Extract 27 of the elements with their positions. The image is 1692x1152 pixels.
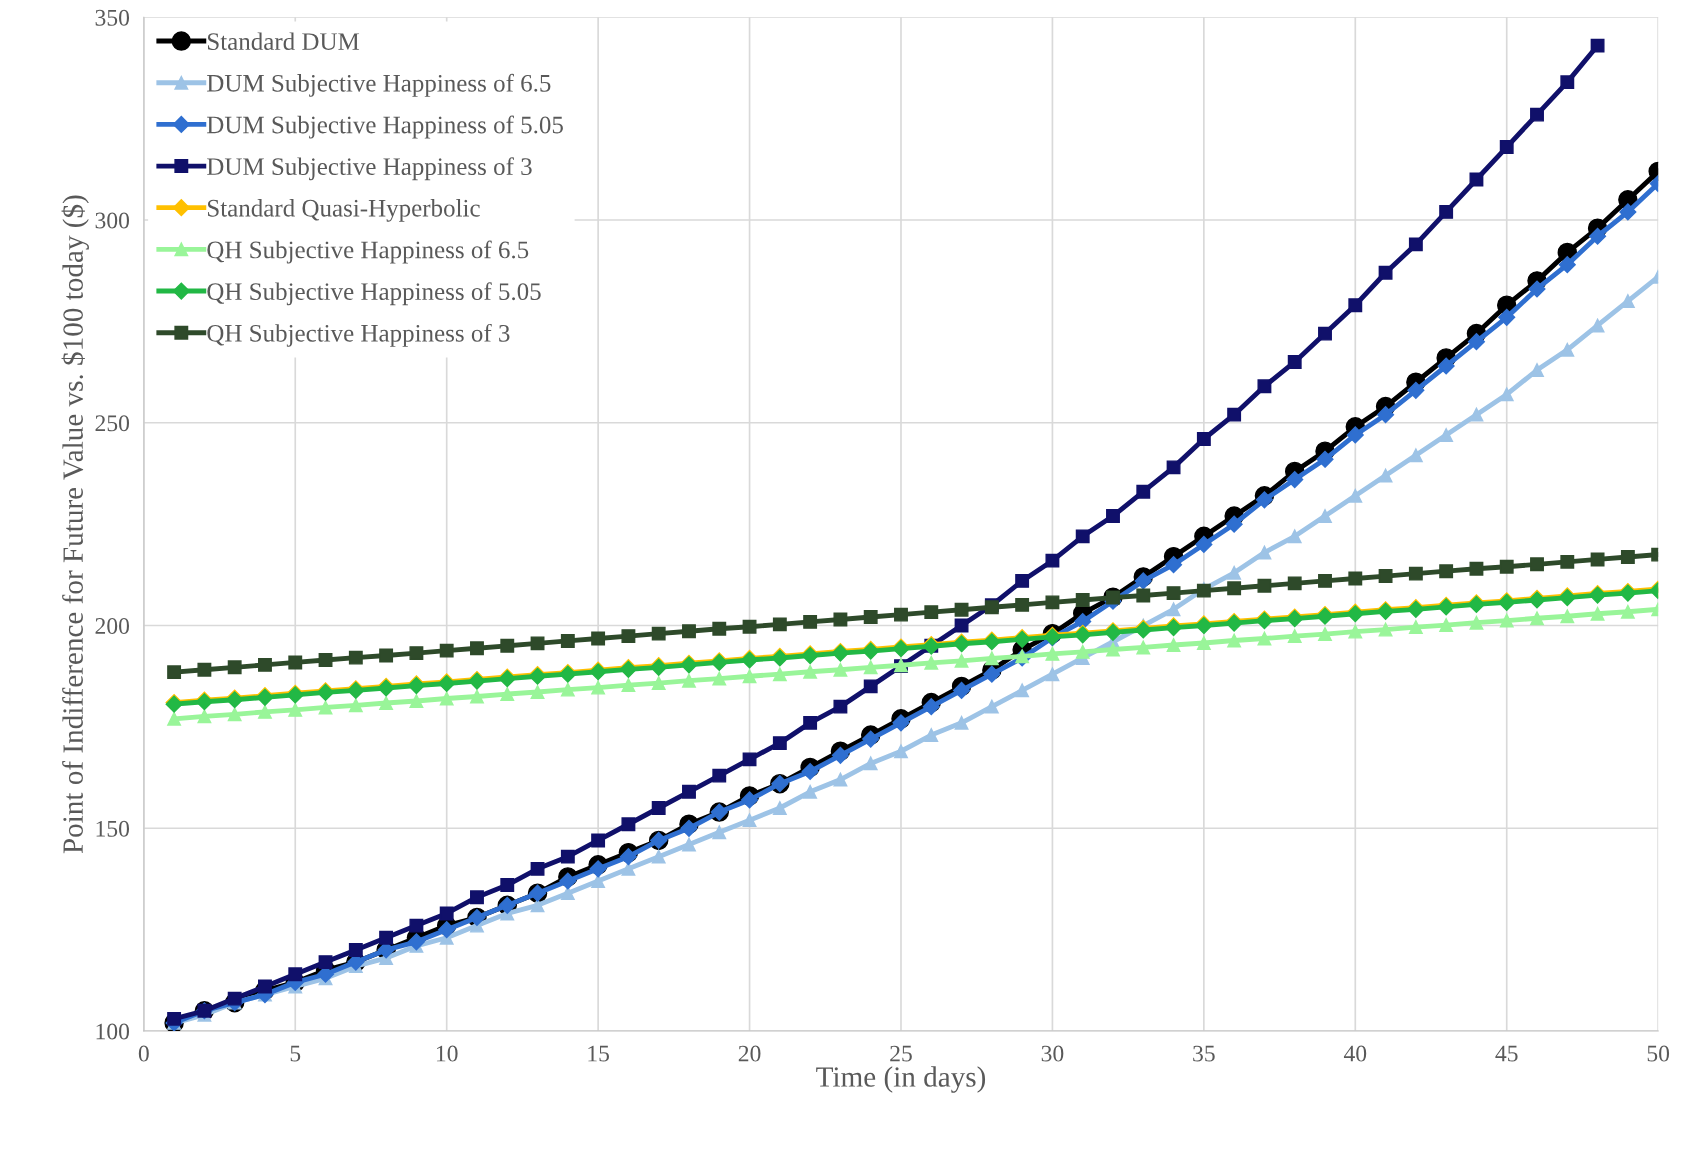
y-axis-title: Point of Indifference for Future Value vs. $100 today ($) bbox=[61, 195, 89, 854]
legend-label: QH Subjective Happiness of 6.5 bbox=[207, 240, 529, 264]
y-tick-label: 200 bbox=[95, 618, 130, 634]
x-tick-label: 25 bbox=[890, 1045, 912, 1062]
legend-label: QH Subjective Happiness of 3 bbox=[207, 323, 510, 347]
x-tick-label: 35 bbox=[1193, 1045, 1215, 1062]
x-tick-label: 10 bbox=[436, 1045, 458, 1062]
x-tick-label: 45 bbox=[1495, 1045, 1518, 1062]
x-tick-label: 15 bbox=[588, 1045, 610, 1062]
x-tick-label: 40 bbox=[1343, 1045, 1367, 1062]
legend-label: DUM Subjective Happiness of 3 bbox=[207, 157, 532, 181]
legend-label: QH Subjective Happiness of 5.05 bbox=[207, 282, 541, 306]
x-tick-label: 0 bbox=[138, 1045, 149, 1062]
legend-label: DUM Subjective Happiness of 6.5 bbox=[207, 73, 551, 97]
x-axis-title: Time (in days) bbox=[816, 1066, 986, 1093]
y-tick-label: 100 bbox=[96, 1023, 130, 1040]
y-tick-label: 150 bbox=[96, 820, 130, 837]
x-tick-label: 30 bbox=[1041, 1045, 1064, 1062]
x-tick-label: 50 bbox=[1647, 1045, 1670, 1062]
legend-label: Standard DUM bbox=[207, 32, 360, 51]
y-tick-label: 350 bbox=[95, 9, 130, 26]
y-tick-label: 300 bbox=[95, 212, 130, 229]
legend-label: Standard Quasi-Hyperbolic bbox=[207, 199, 480, 222]
x-tick-label: 5 bbox=[290, 1045, 301, 1062]
y-tick-label: 250 bbox=[95, 415, 130, 432]
x-tick-label: 20 bbox=[738, 1045, 761, 1062]
legend-label: DUM Subjective Happiness of 5.05 bbox=[207, 115, 563, 139]
